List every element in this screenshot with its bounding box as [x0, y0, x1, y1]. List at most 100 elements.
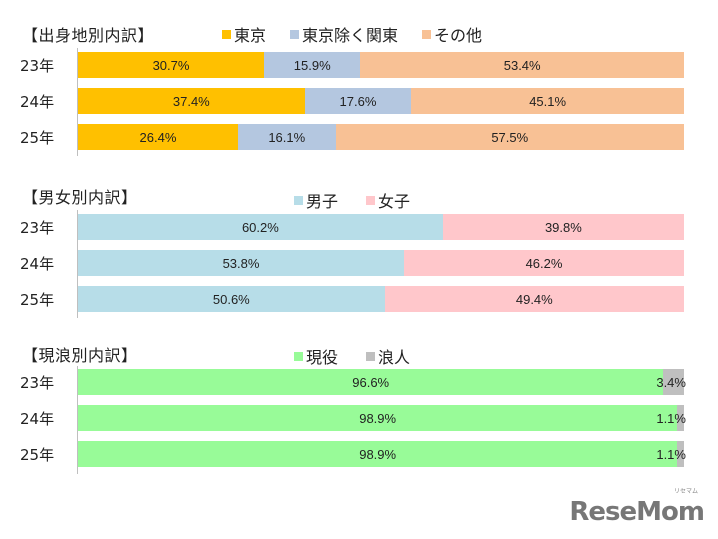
stacked-bar: 98.9% 1.1%: [78, 441, 686, 467]
axis-line: [77, 48, 78, 156]
legend-swatch-icon: [294, 195, 303, 205]
section-title: 【男女別内訳】: [22, 188, 138, 207]
gender-breakdown-section: 【男女別内訳】 男子 女子 23年 60.2% 39.8% 24年 53.8% …: [0, 170, 718, 330]
value-label: 96.6%: [352, 374, 390, 390]
bar-segment-kanto: 15.9%: [264, 52, 361, 78]
bar-row: 25年 98.9% 1.1%: [0, 440, 718, 468]
bar-segment-male: 60.2%: [78, 214, 443, 240]
legend-label: 東京除く関東: [302, 26, 399, 45]
legend-label: 浪人: [378, 348, 411, 367]
legend: 現役 浪人: [294, 344, 410, 368]
value-label: 98.9%: [359, 446, 397, 462]
bar-row: 25年 26.4% 16.1% 57.5%: [0, 123, 718, 151]
legend-label: 男子: [306, 192, 339, 211]
row-label: 25年: [20, 129, 55, 147]
value-label: 3.4%: [656, 374, 686, 390]
bar-segment-current: 98.9%: [78, 405, 678, 431]
legend-item-male: 男子: [294, 188, 338, 212]
bar-segment-female: 46.2%: [404, 250, 684, 276]
legend-swatch-icon: [222, 29, 231, 39]
legend-label: 現役: [306, 348, 339, 367]
row-label: 25年: [20, 291, 55, 309]
bar-segment-male: 50.6%: [78, 286, 385, 312]
value-label: 60.2%: [241, 219, 279, 235]
bar-row: 23年 60.2% 39.8%: [0, 213, 718, 241]
row-label: 25年: [20, 446, 55, 464]
value-label: 37.4%: [172, 93, 210, 109]
legend: 男子 女子: [294, 188, 410, 212]
bar-segment-tokyo: 26.4%: [78, 124, 238, 150]
stacked-bar: 53.8% 46.2%: [78, 250, 684, 276]
bar-segment-ronin: 1.1%: [656, 441, 686, 467]
stacked-bar: 26.4% 16.1% 57.5%: [78, 124, 684, 150]
stacked-bar: 98.9% 1.1%: [78, 405, 686, 431]
bar-segment-current: 96.6%: [78, 369, 664, 395]
row-label: 23年: [20, 219, 55, 237]
value-label: 50.6%: [212, 291, 250, 307]
value-label: 45.1%: [529, 93, 567, 109]
legend-label: 東京: [234, 26, 267, 45]
current-vs-ronin-section: 【現浪別内訳】 現役 浪人 23年 96.6% 3.4% 24年 98.9% 1…: [0, 330, 718, 480]
bar-segment-tokyo: 30.7%: [78, 52, 265, 78]
legend-label: その他: [434, 26, 483, 45]
row-label: 23年: [20, 374, 55, 392]
legend-swatch-icon: [366, 195, 376, 205]
bar-segment-kanto: 16.1%: [237, 124, 336, 150]
stacked-bar: 37.4% 17.6% 45.1%: [78, 88, 684, 114]
bar-segment-other: 53.4%: [360, 52, 684, 78]
value-label: 15.9%: [293, 57, 331, 73]
section-title: 【現浪別内訳】: [22, 346, 138, 365]
legend-swatch-icon: [422, 29, 432, 39]
legend-swatch-icon: [294, 351, 303, 361]
legend-label: 女子: [378, 192, 411, 211]
row-label: 24年: [20, 255, 55, 273]
bar-segment-current: 98.9%: [78, 441, 678, 467]
bar-segment-kanto: 17.6%: [304, 88, 412, 114]
legend-item-female: 女子: [366, 188, 410, 212]
value-label: 1.1%: [656, 410, 686, 426]
logo-ruby: リセマム: [673, 488, 698, 495]
bar-row: 25年 50.6% 49.4%: [0, 285, 718, 313]
bar-row: 24年 37.4% 17.6% 45.1%: [0, 87, 718, 115]
bar-row: 23年 96.6% 3.4%: [0, 368, 718, 396]
bar-segment-ronin: 3.4%: [656, 369, 686, 395]
bar-row: 23年 30.7% 15.9% 53.4%: [0, 51, 718, 79]
legend-swatch-icon: [366, 351, 376, 361]
stacked-bar: 96.6% 3.4%: [78, 369, 686, 395]
legend-item-kanto-excl-tokyo: 東京除く関東: [290, 22, 398, 46]
row-label: 23年: [20, 57, 55, 75]
section-title: 【出身地別内訳】: [22, 26, 155, 45]
row-label: 24年: [20, 93, 55, 111]
legend-item-current: 現役: [294, 344, 338, 368]
legend-item-other: その他: [422, 22, 482, 46]
value-label: 57.5%: [491, 129, 529, 145]
value-label: 53.8%: [222, 255, 260, 271]
bar-row: 24年 53.8% 46.2%: [0, 249, 718, 277]
legend-swatch-icon: [290, 29, 300, 39]
value-label: 49.4%: [515, 291, 553, 307]
value-label: 17.6%: [339, 93, 377, 109]
value-label: 46.2%: [525, 255, 563, 271]
value-label: 30.7%: [152, 57, 190, 73]
stacked-bar: 60.2% 39.8%: [78, 214, 684, 240]
stacked-bar: 50.6% 49.4%: [78, 286, 684, 312]
value-label: 98.9%: [359, 410, 397, 426]
value-label: 39.8%: [544, 219, 582, 235]
bar-segment-ronin: 1.1%: [656, 405, 686, 431]
stacked-bar: 30.7% 15.9% 53.4%: [78, 52, 684, 78]
bar-segment-female: 49.4%: [384, 286, 684, 312]
resemom-logo: ReseMom: [569, 497, 705, 527]
legend: 東京 東京除く関東 その他: [222, 22, 482, 46]
bar-segment-male: 53.8%: [78, 250, 405, 276]
legend-item-ronin: 浪人: [366, 344, 410, 368]
bar-segment-tokyo: 37.4%: [78, 88, 305, 114]
bar-row: 24年 98.9% 1.1%: [0, 404, 718, 432]
value-label: 53.4%: [503, 57, 541, 73]
axis-line: [77, 366, 78, 474]
bar-segment-female: 39.8%: [442, 214, 684, 240]
value-label: 26.4%: [139, 129, 177, 145]
origin-breakdown-section: 【出身地別内訳】 東京 東京除く関東 その他 23年 30.7% 15.9% 5…: [0, 0, 718, 170]
legend-item-tokyo: 東京: [222, 22, 266, 46]
bar-segment-other: 57.5%: [335, 124, 684, 150]
value-label: 16.1%: [268, 129, 306, 145]
